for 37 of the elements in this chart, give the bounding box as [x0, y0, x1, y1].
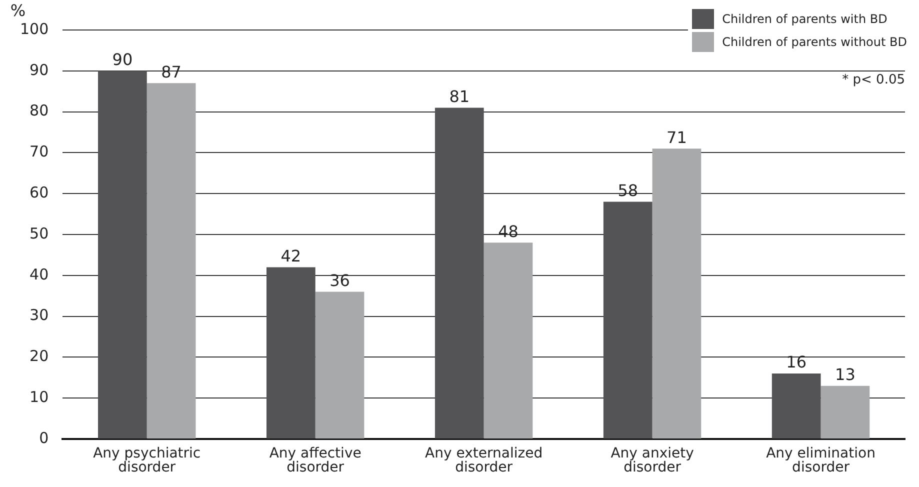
y-tick-label: 10: [30, 388, 49, 406]
annotation: * p< 0.05: [842, 72, 905, 88]
bar: [652, 148, 702, 438]
y-tick-label: 80: [30, 102, 49, 120]
x-tick-label: Any externalized disorder: [425, 446, 543, 476]
data-label: 71: [666, 128, 687, 147]
bar: [484, 242, 533, 438]
data-label: 42: [280, 246, 302, 266]
legend-label: Children of parents without BD: [722, 35, 907, 49]
bar: [772, 374, 821, 438]
y-tick-label: 40: [30, 265, 49, 284]
x-tick-label: Any elimination disorder: [766, 446, 876, 476]
bar: [434, 108, 484, 438]
y-tick-label: 20: [30, 347, 49, 366]
bar: [315, 292, 364, 438]
bar: [266, 267, 316, 438]
data-label: 13: [835, 364, 856, 384]
data-label: 90: [112, 50, 133, 70]
y-tick-label: 60: [30, 183, 49, 202]
data-label: 16: [786, 352, 807, 372]
y-tick-label: 50: [30, 224, 49, 242]
y-tick-label: 30: [30, 306, 49, 324]
data-label: 81: [449, 86, 470, 106]
x-tick-label: Any affective disorder: [269, 446, 362, 476]
y-tick-label: 70: [30, 142, 49, 161]
x-tick-label: Any psychiatric disorder: [93, 446, 201, 476]
y-tick-label: 0: [39, 428, 49, 447]
y-tick-label: 90: [30, 60, 49, 79]
data-label: 36: [330, 270, 350, 290]
y-tick-label: 100: [20, 20, 49, 38]
x-tick-label: Any anxiety disorder: [610, 446, 694, 476]
bar: [98, 70, 147, 438]
legend-label: Children of parents with BD: [722, 12, 888, 26]
y-axis-title: %: [10, 1, 26, 20]
bar: [603, 202, 652, 438]
bar: [146, 83, 196, 438]
bar: [820, 386, 870, 438]
